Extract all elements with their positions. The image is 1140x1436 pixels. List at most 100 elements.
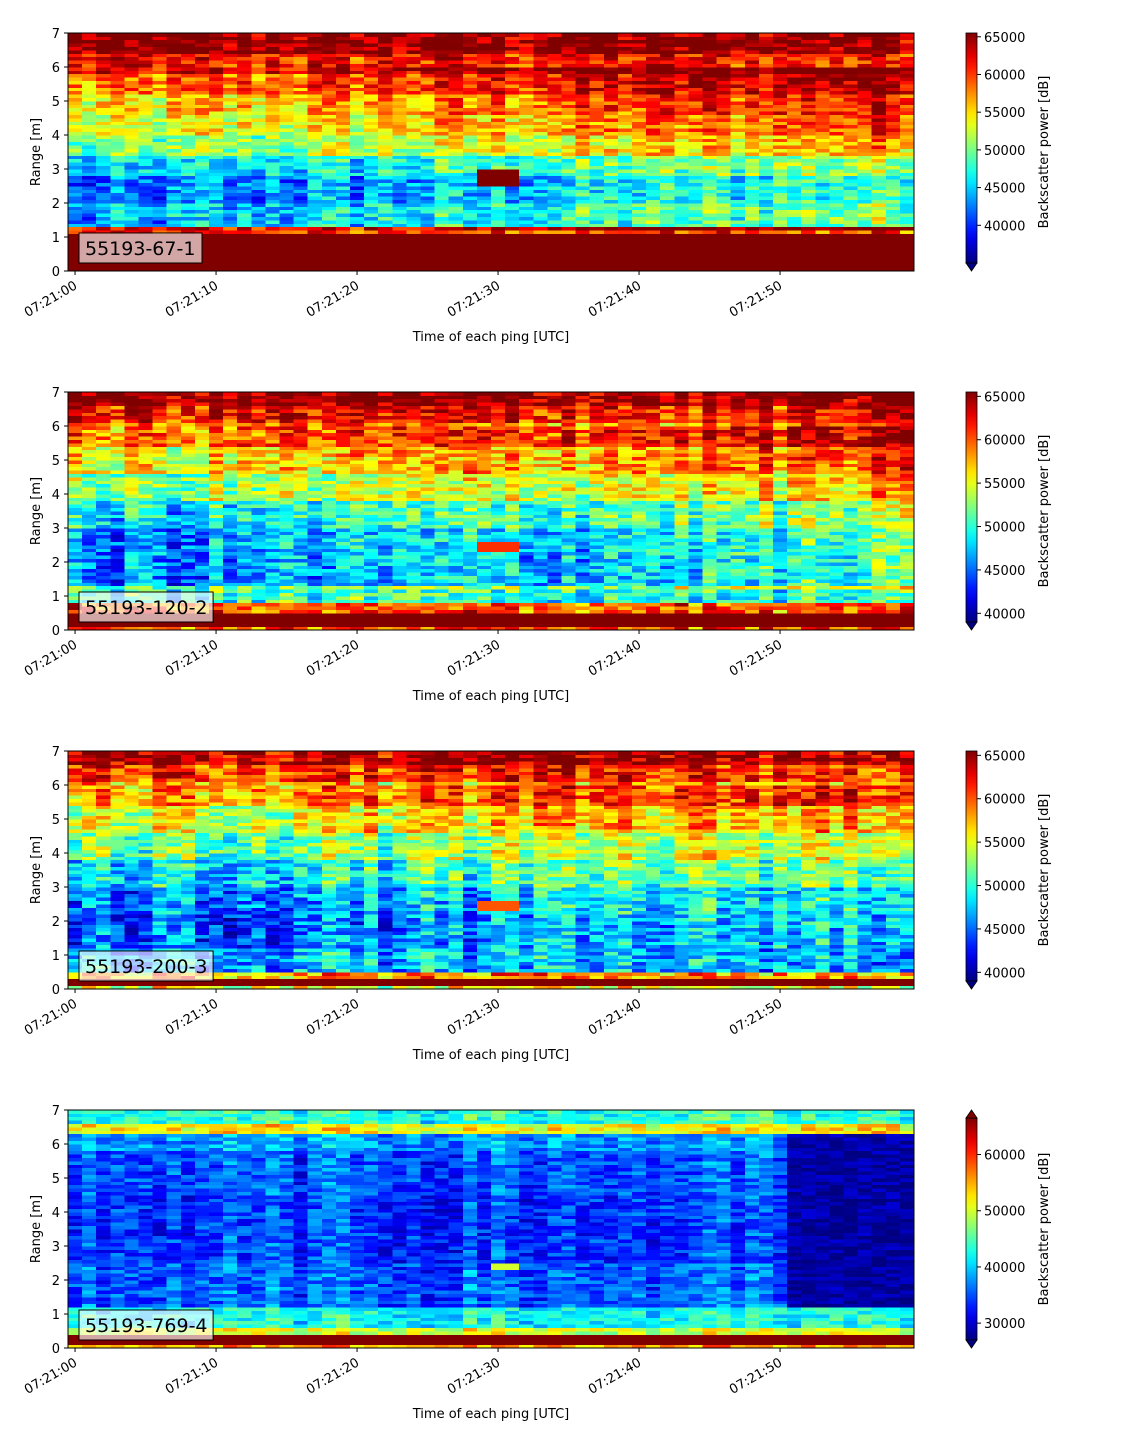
heatmap-cell bbox=[434, 104, 450, 109]
heatmap-cell bbox=[110, 426, 125, 430]
heatmap-cell bbox=[110, 165, 125, 170]
heatmap-cell bbox=[773, 107, 788, 112]
heatmap-cell bbox=[166, 213, 182, 217]
heatmap-cell bbox=[533, 182, 548, 187]
heatmap-cell bbox=[68, 497, 83, 502]
heatmap-cell bbox=[138, 63, 153, 68]
heatmap-cell bbox=[730, 267, 746, 272]
heatmap-cell bbox=[110, 490, 125, 495]
heatmap-cell bbox=[688, 63, 703, 68]
heatmap-cell bbox=[124, 551, 139, 556]
heatmap-cell bbox=[110, 63, 125, 68]
heatmap-cell bbox=[744, 84, 760, 88]
heatmap-cell bbox=[364, 213, 379, 217]
heatmap-cell bbox=[194, 186, 210, 190]
heatmap-cell bbox=[519, 121, 534, 126]
heatmap-cell bbox=[434, 203, 450, 207]
heatmap-cell bbox=[491, 213, 506, 217]
heatmap-cells bbox=[68, 33, 915, 272]
heatmap-cell bbox=[110, 145, 125, 149]
heatmap-cell bbox=[491, 77, 506, 81]
heatmap-cell bbox=[885, 209, 901, 214]
heatmap-cell bbox=[180, 101, 196, 105]
heatmap-cell bbox=[335, 172, 351, 177]
heatmap-cell bbox=[293, 101, 309, 105]
heatmap-cell bbox=[533, 250, 548, 255]
heatmap-cell bbox=[364, 70, 379, 75]
heatmap-cell bbox=[68, 192, 83, 197]
heatmap-cell bbox=[829, 199, 844, 204]
heatmap-cell bbox=[815, 46, 830, 51]
heatmap-cell bbox=[434, 131, 450, 136]
heatmap-cell bbox=[124, 169, 139, 173]
heatmap-cell bbox=[857, 186, 873, 190]
heatmap-cell bbox=[885, 80, 901, 85]
heatmap-cell bbox=[660, 46, 675, 51]
heatmap-cell bbox=[462, 114, 478, 119]
heatmap-cell bbox=[335, 111, 351, 115]
heatmap-cell bbox=[166, 36, 182, 41]
heatmap-cell bbox=[166, 135, 182, 139]
heatmap-cell bbox=[166, 497, 182, 502]
heatmap-cell bbox=[519, 226, 534, 231]
heatmap-cell bbox=[335, 179, 351, 183]
heatmap-cell bbox=[68, 216, 83, 221]
heatmap-cell bbox=[307, 196, 323, 200]
heatmap-cell bbox=[829, 152, 844, 156]
heatmap-cell bbox=[223, 203, 238, 207]
heatmap-cell bbox=[773, 141, 788, 146]
heatmap-cell bbox=[829, 169, 844, 173]
heatmap-cell bbox=[237, 189, 252, 194]
heatmap-cell bbox=[674, 189, 689, 194]
heatmap-cell bbox=[194, 460, 210, 464]
heatmap-cell bbox=[237, 247, 252, 251]
heatmap-cell bbox=[462, 209, 478, 214]
heatmap-cell bbox=[350, 199, 365, 204]
heatmap-cell bbox=[730, 145, 746, 149]
heatmap-cell bbox=[251, 186, 266, 190]
heatmap-cell bbox=[406, 39, 421, 44]
heatmap-cell bbox=[857, 199, 873, 204]
heatmap-cell bbox=[209, 626, 224, 631]
heatmap-cell bbox=[392, 33, 407, 37]
heatmap-cell bbox=[335, 63, 351, 68]
heatmap-cell bbox=[547, 254, 562, 258]
heatmap-cell bbox=[674, 118, 689, 122]
heatmap-cell bbox=[68, 392, 83, 396]
heatmap-cell bbox=[209, 592, 224, 597]
heatmap-cell bbox=[96, 579, 111, 583]
heatmap-cell bbox=[575, 169, 591, 173]
heatmap-cell bbox=[702, 179, 717, 183]
heatmap-cell bbox=[124, 538, 139, 542]
heatmap-cell bbox=[364, 148, 379, 153]
heatmap-cell bbox=[773, 203, 788, 207]
heatmap-cell bbox=[871, 260, 887, 265]
heatmap-cell bbox=[364, 182, 379, 187]
heatmap-cell bbox=[82, 39, 97, 44]
heatmap-cell bbox=[406, 223, 421, 228]
heatmap-cell bbox=[138, 470, 153, 474]
heatmap-cell bbox=[688, 182, 703, 187]
heatmap-cell bbox=[378, 104, 393, 109]
heatmap-cell bbox=[152, 398, 168, 403]
heatmap-cell bbox=[885, 257, 901, 262]
heatmap-cell bbox=[787, 209, 802, 214]
heatmap-cell bbox=[476, 148, 492, 153]
heatmap-cell bbox=[617, 243, 633, 248]
heatmap-cell bbox=[335, 107, 351, 112]
heatmap-cell bbox=[96, 507, 111, 512]
heatmap-cell bbox=[716, 70, 732, 75]
heatmap-cell bbox=[96, 216, 111, 221]
heatmap-cell bbox=[716, 162, 732, 166]
heatmap-cell bbox=[533, 111, 548, 115]
heatmap-cell bbox=[82, 517, 97, 522]
heatmap-cell bbox=[462, 175, 478, 180]
heatmap-cell bbox=[730, 179, 746, 183]
heatmap-cell bbox=[124, 402, 139, 406]
heatmap-cell bbox=[801, 230, 816, 234]
heatmap-cell bbox=[82, 460, 97, 464]
heatmap-cell bbox=[68, 172, 83, 177]
heatmap-cell bbox=[646, 121, 661, 126]
heatmap-cell bbox=[293, 67, 309, 71]
heatmap-cell bbox=[787, 104, 802, 109]
